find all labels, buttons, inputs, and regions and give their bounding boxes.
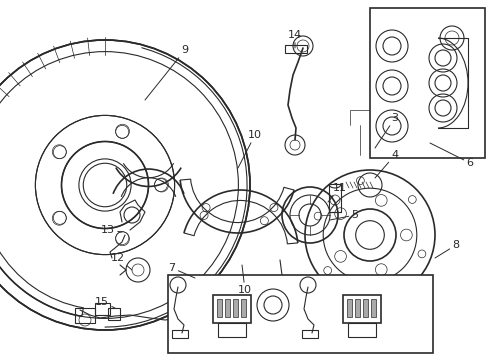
Text: 10: 10 [238,265,251,295]
Bar [369,8,484,158]
Bar [217,299,222,317]
Bar [347,323,375,337]
Bar [346,299,351,317]
Bar [108,308,120,320]
Text: 1: 1 [0,359,1,360]
Bar [172,330,187,338]
Bar [328,184,340,212]
Text: 12: 12 [111,253,132,270]
Text: 11: 11 [327,183,346,202]
Bar [213,295,250,323]
Bar [168,275,432,353]
Bar [285,45,306,53]
Text: 8: 8 [434,240,459,258]
Bar [354,299,359,317]
Text: 3: 3 [374,113,398,148]
Bar [232,299,238,317]
Bar [362,299,367,317]
Bar [218,323,245,337]
Text: 5: 5 [329,210,358,220]
Text: 7: 7 [168,263,195,278]
Bar [342,295,380,323]
Text: 9: 9 [145,45,188,100]
Text: 6: 6 [429,143,472,168]
Bar [302,330,317,338]
Bar [241,299,245,317]
Bar [224,299,229,317]
Text: 4: 4 [374,150,398,178]
Text: 13: 13 [101,225,122,235]
Bar [95,303,110,315]
Bar [357,310,377,325]
Text: 2: 2 [0,359,1,360]
Bar [75,308,95,323]
Text: 14: 14 [287,30,302,48]
Bar [370,299,375,317]
Text: 10: 10 [238,130,262,168]
Text: 15: 15 [95,297,115,308]
